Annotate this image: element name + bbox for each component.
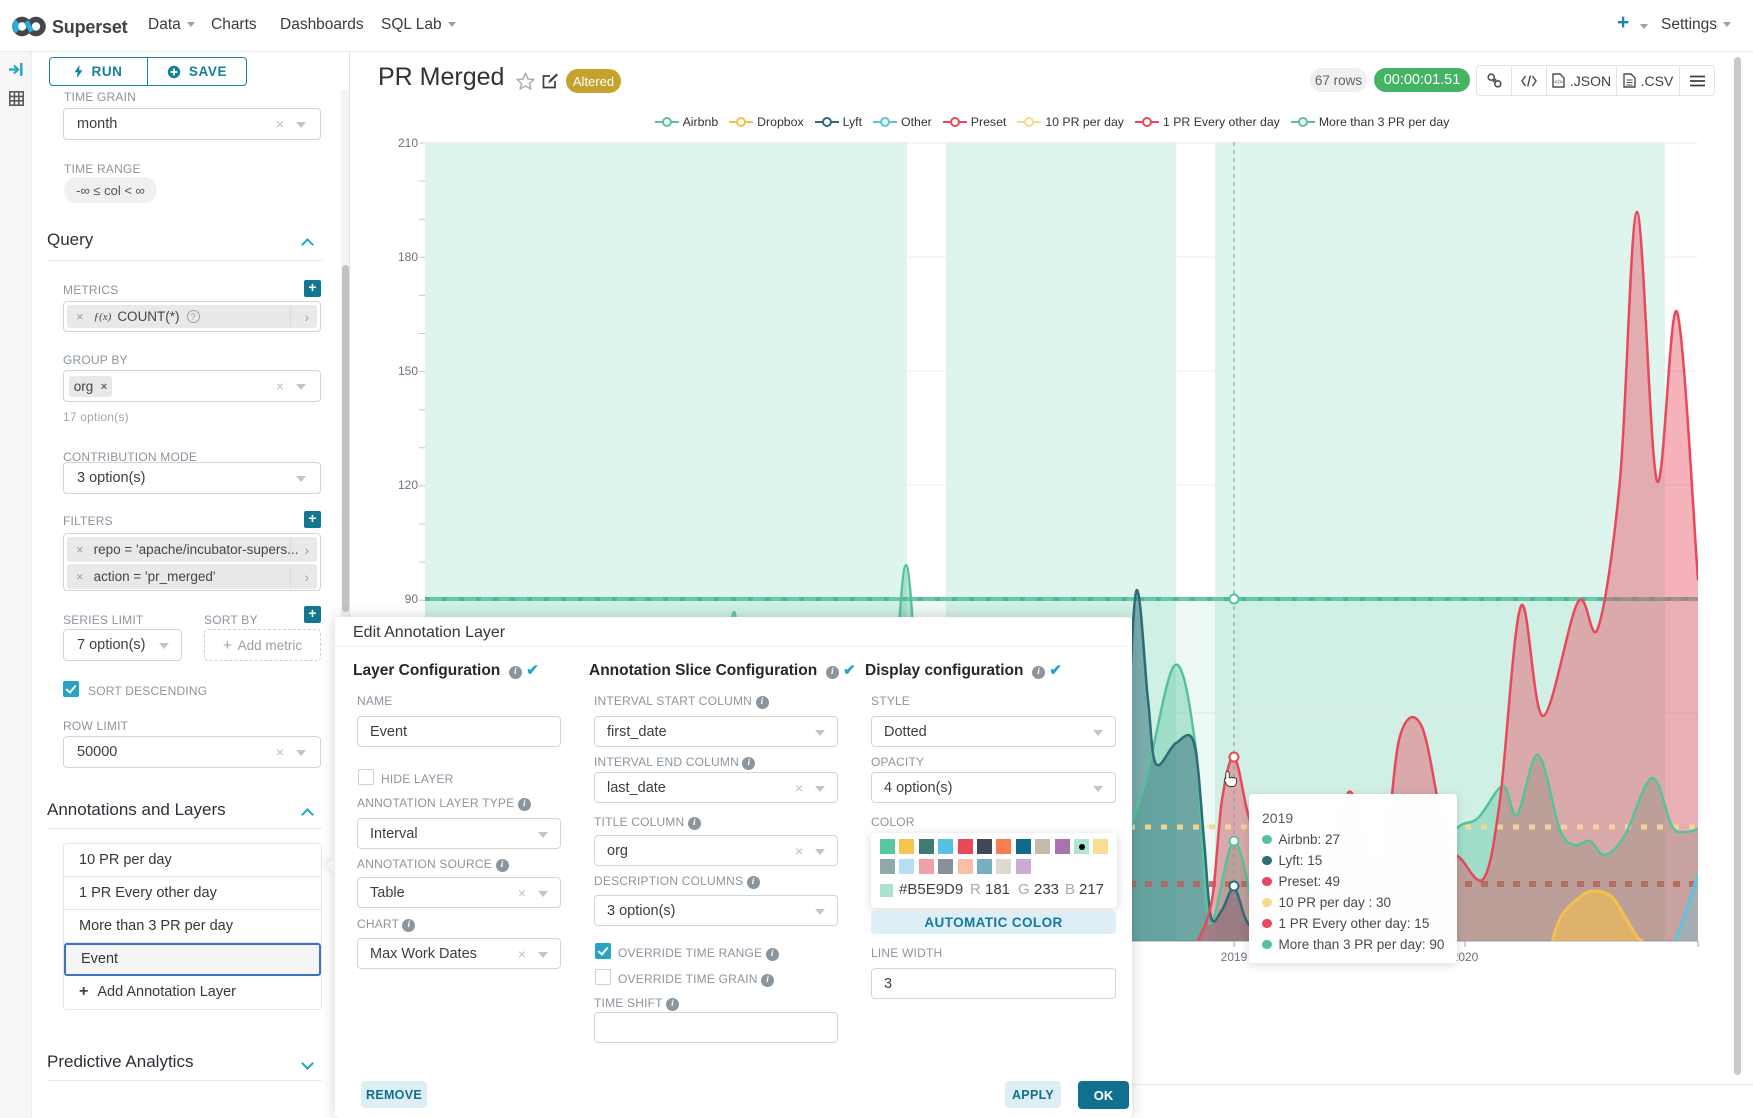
svg-text:210: 210 bbox=[398, 136, 418, 150]
svg-text:150: 150 bbox=[398, 364, 418, 378]
svg-text:90: 90 bbox=[405, 592, 419, 606]
svg-text:2020: 2020 bbox=[1452, 950, 1479, 964]
svg-text:180: 180 bbox=[398, 250, 418, 264]
svg-text:Superset: Superset bbox=[52, 17, 128, 37]
svg-text:2019: 2019 bbox=[1221, 950, 1248, 964]
svg-text:120: 120 bbox=[398, 478, 418, 492]
svg-text:</>: </> bbox=[1554, 80, 1563, 86]
